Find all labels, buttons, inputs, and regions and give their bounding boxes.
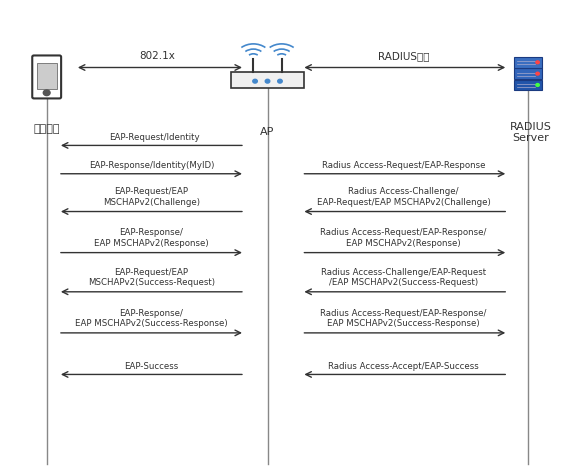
Bar [514, 68, 542, 79]
Text: 无线终端: 无线终端 [34, 124, 60, 134]
Text: RADIUS协议: RADIUS协议 [378, 51, 429, 61]
Text: AP: AP [261, 126, 275, 136]
Text: EAP-Request/Identity: EAP-Request/Identity [109, 133, 200, 142]
Text: RADIUS
Server: RADIUS Server [510, 122, 552, 143]
Text: Radius Access-Challenge/
EAP-Request/EAP MSCHAPv2(Challenge): Radius Access-Challenge/ EAP-Request/EAP… [316, 188, 490, 207]
Text: EAP-Request/EAP
MSCHAPv2(Challenge): EAP-Request/EAP MSCHAPv2(Challenge) [103, 188, 200, 207]
Circle shape [536, 84, 539, 86]
Bar [37, 64, 56, 88]
Text: Radius Access-Request/EAP-Response: Radius Access-Request/EAP-Response [321, 162, 485, 171]
Circle shape [265, 79, 270, 83]
Bar [514, 57, 542, 67]
Circle shape [536, 72, 539, 75]
Text: Radius Access-Request/EAP-Response/
EAP MSCHAPv2(Response): Radius Access-Request/EAP-Response/ EAP … [320, 228, 486, 248]
Bar [230, 72, 304, 88]
Text: Radius Access-Request/EAP-Response/
EAP MSCHAPv2(Success-Response): Radius Access-Request/EAP-Response/ EAP … [320, 309, 486, 328]
Text: 802.1x: 802.1x [139, 51, 175, 61]
FancyBboxPatch shape [32, 56, 61, 98]
Circle shape [278, 79, 282, 83]
Text: EAP-Response/Identity(MyID): EAP-Response/Identity(MyID) [89, 162, 214, 171]
Circle shape [43, 90, 50, 95]
Circle shape [536, 61, 539, 64]
Text: EAP-Success: EAP-Success [124, 362, 179, 371]
Text: Radius Access-Accept/EAP-Success: Radius Access-Accept/EAP-Success [328, 362, 479, 371]
Bar [514, 80, 542, 90]
Text: EAP-Response/
EAP MSCHAPv2(Success-Response): EAP-Response/ EAP MSCHAPv2(Success-Respo… [75, 309, 228, 328]
Circle shape [253, 79, 257, 83]
Text: EAP-Response/
EAP MSCHAPv2(Response): EAP-Response/ EAP MSCHAPv2(Response) [94, 228, 209, 248]
Text: Radius Access-Challenge/EAP-Request
/EAP MSCHAPv2(Success-Request): Radius Access-Challenge/EAP-Request /EAP… [321, 268, 486, 287]
Text: EAP-Request/EAP
MSCHAPv2(Success-Request): EAP-Request/EAP MSCHAPv2(Success-Request… [88, 268, 215, 287]
